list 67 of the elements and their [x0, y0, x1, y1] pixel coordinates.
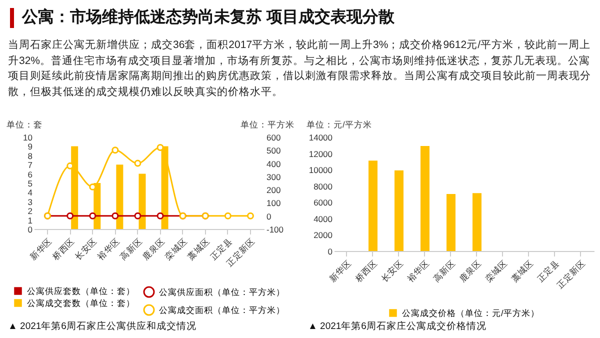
text: ▲ 2021年第6周石家庄公寓供应和成交情况: [7, 320, 198, 334]
x-tick-label: 桥西区: [352, 258, 380, 285]
legend-label: 公寓供应面积（单位：平方米）: [159, 287, 285, 297]
x-tick-label: 新华区: [28, 236, 54, 262]
y2-tick-label: 500: [266, 146, 281, 156]
y2-tick-label: 600: [266, 132, 281, 142]
x-tick-label: 高新区: [431, 258, 458, 284]
y-tick-label: 1: [28, 215, 33, 226]
point: [112, 146, 119, 154]
point: [246, 212, 254, 220]
y-tick-label: 8: [28, 150, 33, 161]
x-tick-label: 鹿泉区: [457, 258, 484, 284]
y2-tick-label: 400: [266, 158, 281, 169]
bar: [138, 174, 146, 229]
x-tick-label: 裕华区: [405, 258, 432, 284]
y2-tick-label: -100: [266, 224, 284, 234]
text: 公寓：市场维持低迷态势尚未复苏 项目成交表现分散: [10, 8, 394, 28]
y-axis-title: 单位：元/平方米: [306, 120, 372, 130]
y2-tick-label: 0: [266, 211, 272, 222]
y-axis-title: 单位：套: [6, 120, 42, 130]
y-tick-label: 8000: [314, 181, 333, 192]
point: [156, 212, 164, 220]
y-tick-label: 10: [23, 132, 33, 142]
point: [66, 212, 74, 220]
text: ▲ 2021年第6周石家庄公寓成交价格情况: [307, 320, 488, 334]
y2-axis-title: 单位：平方米: [240, 120, 294, 130]
y-tick-label: 9: [28, 142, 33, 152]
y-tick-label: 14000: [308, 132, 333, 142]
y-tick-label: 4000: [314, 214, 333, 224]
y-tick-label: 6000: [314, 198, 333, 208]
point: [89, 212, 96, 220]
y-tick-label: 4: [28, 188, 33, 198]
x-tick-label: 藁城区: [186, 236, 212, 262]
y-tick-label: 6: [28, 169, 33, 180]
y-tick-label: 5: [28, 178, 33, 188]
legend-label: 公寓成交价格（单位：元/平方米）: [402, 308, 540, 318]
legend-label: 公寓成交套数（单位：套）: [27, 298, 135, 308]
bar: [116, 164, 124, 229]
y-tick-label: 0: [28, 224, 33, 234]
y-tick-label: 0: [328, 246, 333, 256]
bar: [472, 193, 482, 251]
y-tick-label: 2000: [314, 230, 333, 240]
y-tick-label: 12000: [308, 148, 333, 159]
legend-label: 公寓供应套数（单位：套）: [27, 286, 135, 296]
point: [112, 212, 119, 220]
bar: [420, 146, 430, 251]
point: [134, 160, 142, 167]
y-tick-label: 10000: [308, 165, 333, 176]
point: [224, 212, 232, 220]
text: 当周石家庄公寓无新增供应；成交36套，面积2017平方米，较此前一周上升3%；成交价格9612元/平方米，较此前一周上升32%。普通住宅市场有成交项目显著增加，市场有所复苏。与之相比，公寓市场则维持低迷状态，复苏几无表现。公寓项目则延续此前疫情居家隔离期间推出的购房优惠政策，借以刺激有限需求释放。当周公寓有成交项目较此前一周表现分散，但极其低迷的成交规模仍难以反映真实的价格水平。: [8, 38, 592, 100]
y2-tick-label: 300: [266, 172, 281, 182]
x-tick-label: 长安区: [379, 258, 406, 284]
y2-tick-label: 100: [266, 198, 281, 208]
y-tick-label: 2: [28, 206, 33, 216]
y2-tick-label: 200: [266, 185, 281, 196]
x-tick-label: 长安区: [72, 236, 99, 262]
bar: [394, 170, 404, 251]
x-tick-label: 藁城区: [509, 258, 536, 284]
point: [134, 212, 142, 220]
y-tick-label: 7: [28, 160, 33, 170]
y-tick-label: 3: [28, 196, 33, 207]
x-tick-label: 新华区: [327, 258, 354, 284]
x-tick-label: 栾城区: [483, 258, 510, 284]
bar: [368, 160, 378, 251]
bar: [446, 194, 456, 251]
point: [156, 144, 164, 151]
legend-label: 公寓成交面积（单位：平方米）: [159, 305, 285, 315]
